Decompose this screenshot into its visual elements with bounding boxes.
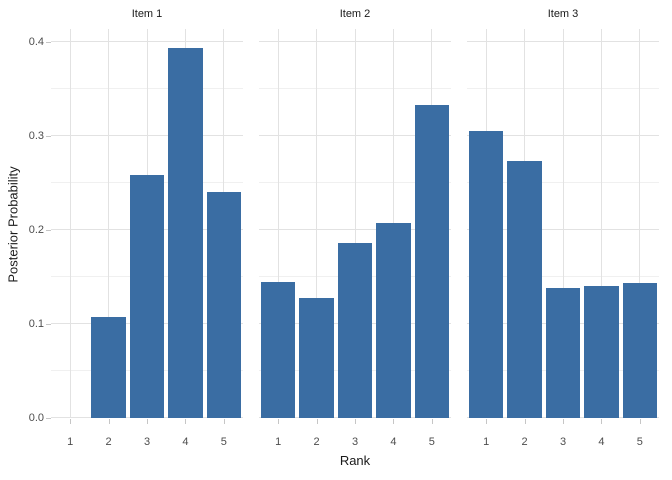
x-tick-mark [147,419,148,424]
x-tick-mark [393,419,395,424]
bar-rank-3 [545,288,581,418]
plot-area [467,29,659,418]
x-tick-mark [108,419,110,424]
bar-rank-1 [468,131,504,418]
x-tick-label: 3 [559,436,567,448]
x-tick-label: 4 [598,436,605,448]
x-tick-label: 3 [351,436,359,448]
x-tick-label: 1 [483,436,490,448]
facet-strip-label: Item 1 [131,8,163,20]
x-tick-mark [524,419,526,424]
bar-rank-1 [260,282,296,418]
x-tick-mark [355,419,356,424]
vertical-gridline [639,29,641,418]
bar-rank-3 [129,175,165,418]
vertical-gridline [69,29,71,418]
bar-rank-3 [337,243,373,418]
facet-strip-label: Item 3 [547,8,579,20]
x-tick-label: 1 [275,436,282,448]
vertical-gridline [562,29,564,418]
x-tick-mark [486,419,488,424]
x-tick-label: 5 [220,436,227,448]
vertical-gridline [354,29,356,418]
x-tick-mark [223,419,225,424]
y-tick-mark [46,418,51,419]
y-tick-label: 0.1 [28,318,44,331]
bar-rank-4 [376,223,411,418]
x-tick-label: 2 [521,436,528,448]
y-tick-mark [46,324,51,326]
vertical-gridline [316,29,318,418]
y-tick-mark [46,42,51,44]
x-tick-label: 3 [143,436,151,448]
vertical-gridline [600,29,602,418]
x-tick-label: 5 [428,436,435,448]
x-tick-mark [185,419,187,424]
bar-rank-2 [507,161,542,418]
y-tick-label: 0.4 [28,36,44,49]
vertical-gridline [277,29,279,418]
x-tick-label: 5 [636,436,643,448]
bar-rank-5 [622,283,658,418]
plot-area [259,29,451,418]
bar-rank-5 [414,105,450,418]
x-tick-mark [601,419,603,424]
bar-rank-2 [299,298,334,418]
x-tick-label: 4 [182,436,189,448]
bar-rank-5 [206,192,242,418]
bar-rank-4 [584,286,619,418]
y-tick-mark [46,136,51,138]
bar-rank-4 [168,48,203,418]
y-tick-label: 0.0 [28,412,44,424]
x-tick-mark [431,419,433,424]
facet-strip-label: Item 2 [339,8,371,20]
x-tick-label: 2 [313,436,320,448]
vertical-gridline [108,29,110,418]
x-tick-mark [278,419,280,424]
x-tick-mark [316,419,318,424]
x-tick-label: 1 [67,436,74,448]
y-tick-mark [46,230,51,232]
x-tick-label: 2 [105,436,112,448]
bar-rank-2 [91,317,126,418]
y-tick-label: 0.3 [28,130,44,143]
x-axis-title: Rank [339,453,371,468]
x-tick-mark [563,419,564,424]
plot-area [51,29,243,418]
y-tick-label: 0.2 [28,224,44,237]
x-tick-mark [639,419,641,424]
x-tick-mark [70,419,72,424]
x-tick-label: 4 [390,436,397,448]
